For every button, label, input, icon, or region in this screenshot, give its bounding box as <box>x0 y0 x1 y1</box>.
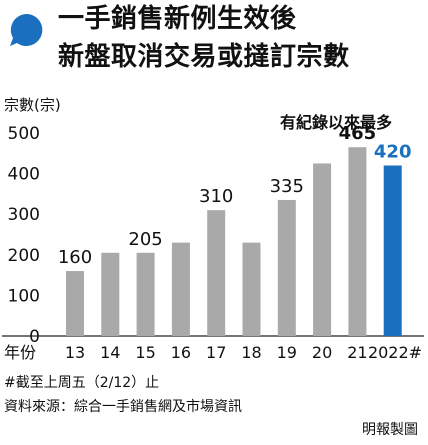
credit: 明報製圖 <box>362 422 418 438</box>
data-label-13: 160 <box>58 247 92 268</box>
x-tick-label-14: 14 <box>100 343 120 362</box>
bar-17 <box>207 210 226 336</box>
bar-13 <box>66 271 84 336</box>
source-note: 資料來源：綜合一手銷售網及市場資訊 <box>4 399 242 415</box>
y-tick-label-1: 100 <box>8 286 40 306</box>
annotation-record-high: 有紀錄以來最多 <box>280 113 392 132</box>
x-tick-label-16: 16 <box>171 343 191 362</box>
x-tick-label-19: 19 <box>277 343 297 362</box>
bar-20 <box>313 163 332 336</box>
x-tick-label-17: 17 <box>206 343 226 362</box>
bar-18 <box>242 242 261 336</box>
x-tick-label-21: 21 <box>347 343 367 362</box>
bar-15 <box>136 252 155 336</box>
bar-14 <box>101 252 120 336</box>
y-tick-label-4: 400 <box>8 165 40 185</box>
y-tick-label-2: 200 <box>8 246 40 266</box>
x-axis-label: 年份 <box>4 343 36 362</box>
y-axis-label: 宗數(宗) <box>4 96 61 114</box>
bar-2022# <box>383 165 402 336</box>
bar-19 <box>277 199 296 336</box>
y-tick-label-3: 300 <box>8 205 40 225</box>
x-tick-label-20: 20 <box>312 343 332 362</box>
data-label-15: 205 <box>128 229 162 250</box>
bar-chart: 宗數(宗) 0 100 200 300 400 500 年份 13 160 14 15 205 16 17 3… <box>2 96 424 362</box>
footnote: #截至上周五（2/12）止 <box>4 375 160 391</box>
speech-bubble-icon <box>10 13 43 46</box>
chart-title-line-2: 新盤取消交易或撻訂宗數 <box>58 42 350 72</box>
bar-21 <box>348 147 367 336</box>
data-label-2022#: 420 <box>374 141 412 162</box>
data-label-19: 335 <box>270 176 304 197</box>
data-label-17: 310 <box>199 186 233 207</box>
x-tick-label-2022#: 2022# <box>368 343 422 362</box>
chart-title-line-1: 一手銷售新例生效後 <box>58 4 297 34</box>
data-label-21: 465 <box>339 123 377 144</box>
y-tick-label-5: 500 <box>8 124 40 144</box>
x-tick-label-13: 13 <box>65 343 85 362</box>
x-tick-label-18: 18 <box>241 343 261 362</box>
y-tick-label-0: 0 <box>29 327 40 347</box>
bar-16 <box>171 242 190 336</box>
x-tick-label-15: 15 <box>135 343 155 362</box>
